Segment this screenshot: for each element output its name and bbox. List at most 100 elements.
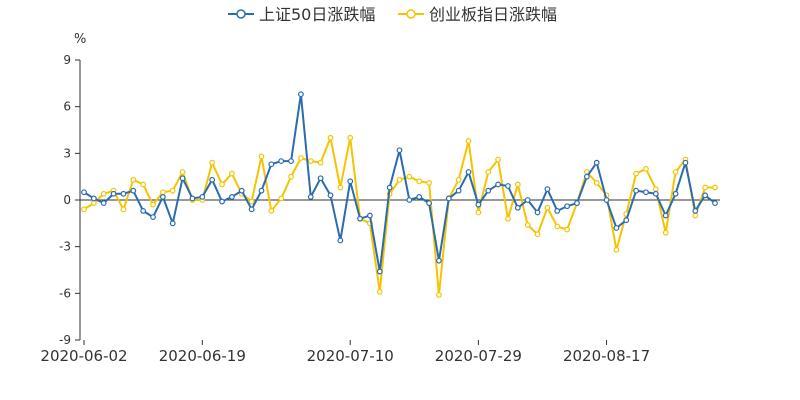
series-2-point[interactable] (455, 176, 462, 183)
series-2-point[interactable] (426, 179, 432, 186)
series-1-point[interactable] (347, 178, 354, 185)
series-2-point[interactable] (633, 170, 640, 177)
series-2-point[interactable] (564, 226, 571, 233)
series-1-point[interactable] (406, 197, 413, 203)
series-1-point[interactable] (554, 207, 561, 214)
series-1-point[interactable] (544, 186, 551, 193)
series-1-point[interactable] (150, 214, 156, 221)
series-2-point[interactable] (327, 134, 334, 141)
series-2-point[interactable] (209, 159, 216, 166)
series-1-point[interactable] (90, 195, 97, 202)
series-2-point[interactable] (465, 137, 472, 144)
series-1-point[interactable] (228, 193, 235, 200)
series-1-point[interactable] (140, 207, 147, 214)
series-1-point[interactable] (643, 189, 649, 196)
series-1-point[interactable] (199, 193, 206, 200)
series-1-point[interactable] (81, 189, 87, 196)
series-2-point[interactable] (150, 201, 156, 208)
series-1-point[interactable] (593, 159, 600, 166)
series-1-point[interactable] (396, 147, 403, 154)
series-2-point[interactable] (159, 189, 166, 196)
series-1-point[interactable] (337, 237, 344, 244)
series-1-point[interactable] (189, 195, 196, 202)
series-1-point[interactable] (485, 187, 492, 194)
series-2-point[interactable] (169, 187, 176, 194)
series-1-point[interactable] (623, 217, 630, 224)
series-1-point[interactable] (209, 176, 216, 183)
series-2-point[interactable] (652, 186, 659, 193)
series-1-point[interactable] (712, 200, 718, 207)
series-2-point[interactable] (544, 204, 551, 211)
series-1-point[interactable] (495, 181, 501, 188)
series-1-point[interactable] (130, 187, 137, 194)
series-2-point[interactable] (662, 229, 669, 236)
series-2-point[interactable] (485, 169, 492, 175)
series-1-point[interactable] (465, 169, 472, 175)
series-1-point[interactable] (564, 203, 571, 210)
series-1-point[interactable] (278, 158, 285, 165)
series-2-point[interactable] (288, 173, 294, 180)
series-1-point[interactable] (692, 207, 699, 214)
series-1-point[interactable] (613, 225, 620, 231)
series-1-point[interactable] (179, 175, 186, 182)
series-1-point[interactable] (367, 212, 373, 219)
series-2-point[interactable] (436, 291, 442, 298)
series-2-point[interactable] (396, 176, 403, 183)
series-1-point[interactable] (702, 192, 709, 199)
series-1-point[interactable] (603, 197, 610, 203)
series-1-point[interactable] (436, 257, 442, 264)
series-2-point[interactable] (179, 169, 186, 175)
series-1-point[interactable] (574, 200, 580, 207)
series-1-point[interactable] (120, 190, 127, 197)
series-2-point[interactable] (317, 159, 324, 166)
series-2-point[interactable] (416, 178, 423, 185)
series-1-point[interactable] (288, 158, 294, 165)
series-2-point[interactable] (120, 206, 127, 213)
series-2-point[interactable] (258, 153, 265, 160)
series-1-point[interactable] (662, 212, 669, 219)
series-1-point[interactable] (258, 187, 265, 194)
series-2-point[interactable] (712, 184, 718, 191)
series-2-point[interactable] (406, 173, 413, 180)
series-2-point[interactable] (475, 209, 482, 216)
series-1-point[interactable] (514, 204, 521, 211)
series-1-point[interactable] (633, 187, 640, 194)
series-2-point[interactable] (692, 212, 699, 219)
series-1-point[interactable] (248, 206, 255, 213)
series-2-point[interactable] (534, 231, 541, 238)
series-1-point[interactable] (682, 159, 689, 166)
series-1-point[interactable] (386, 184, 393, 191)
series-2-point[interactable] (278, 195, 285, 202)
series-1-point[interactable] (317, 175, 324, 182)
series-1-point[interactable] (268, 161, 275, 168)
series-1-point[interactable] (534, 209, 541, 216)
series-1-point[interactable] (455, 187, 462, 194)
series-2-point[interactable] (268, 207, 275, 214)
series-2-point[interactable] (643, 165, 649, 172)
series-2-point[interactable] (307, 158, 314, 165)
series-1-point[interactable] (327, 192, 334, 199)
series-1-point[interactable] (219, 198, 225, 205)
series-1-point[interactable] (524, 197, 531, 203)
series-1-point[interactable] (445, 195, 452, 202)
series-2-point[interactable] (376, 288, 383, 295)
series-1-point[interactable] (298, 91, 304, 98)
series-2-point[interactable] (90, 200, 97, 207)
series-2-point[interactable] (248, 198, 255, 205)
series-2-point[interactable] (219, 181, 225, 188)
series-2-point[interactable] (228, 170, 235, 177)
series-1-point[interactable] (159, 193, 166, 200)
series-2-point[interactable] (524, 221, 531, 228)
series-1-point[interactable] (672, 190, 679, 197)
series-2-point[interactable] (347, 134, 354, 141)
series-1-point[interactable] (357, 215, 363, 222)
series-2-point[interactable] (554, 223, 561, 230)
series-2-point[interactable] (298, 155, 304, 161)
legend-item-series-2[interactable]: 创业板指日涨跌幅 (398, 5, 557, 24)
series-1-point[interactable] (652, 190, 659, 197)
series-1-point[interactable] (169, 220, 176, 227)
series-1-point[interactable] (426, 200, 432, 207)
series-2-point[interactable] (100, 190, 107, 197)
legend-item-series-1[interactable]: 上证50日涨跌幅 (228, 5, 375, 24)
series-1-point[interactable] (475, 201, 482, 208)
